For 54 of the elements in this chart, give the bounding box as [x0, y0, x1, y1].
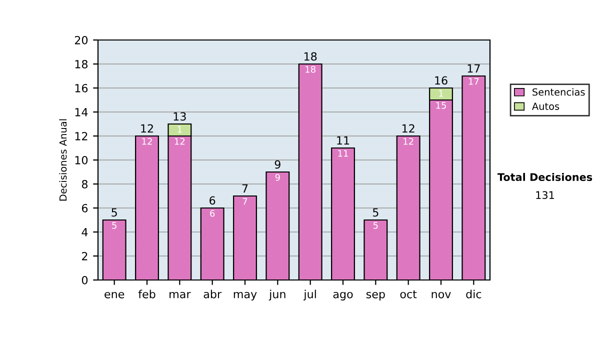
x-tick-label: may — [234, 292, 257, 300]
y-tick-label: 20 — [74, 36, 88, 44]
data-label: 12 — [142, 138, 152, 145]
total-label: 17 — [468, 64, 480, 72]
x-tick-label: ago — [333, 292, 353, 300]
data-label: 15 — [436, 102, 446, 109]
x-tick-label: sep — [366, 292, 385, 300]
x-tick-label: dic — [466, 290, 482, 298]
total-label: 11 — [337, 136, 350, 144]
total-label: 16 — [435, 76, 448, 85]
total-label: 6 — [210, 196, 216, 205]
data-label: 11 — [338, 150, 348, 157]
total-label: 18 — [304, 52, 317, 61]
x-tick-label: mar — [170, 292, 191, 298]
data-label: 1 — [178, 126, 182, 133]
total-label: 5 — [372, 208, 378, 217]
text: 131 — [536, 191, 554, 200]
data-label: 7 — [242, 198, 248, 205]
total-label: 9 — [274, 160, 280, 169]
data-label: 5 — [112, 222, 116, 229]
data-label: 12 — [174, 138, 185, 145]
data-label: 17 — [468, 78, 479, 85]
data-label: 18 — [306, 66, 316, 73]
y-tick-label: 2 — [82, 252, 88, 260]
data-label: 1 — [439, 90, 444, 97]
x-tick-label: abr — [204, 290, 222, 298]
total-label: 13 — [174, 112, 186, 121]
data-label: 9 — [275, 174, 280, 181]
x-tick-label: jun — [268, 290, 286, 300]
y-axis-title: Decisiones Anual — [59, 119, 67, 201]
x-tick-label: oct — [400, 290, 417, 298]
y-tick-label: 16 — [75, 84, 88, 92]
total-label: 7 — [242, 184, 248, 192]
legend-label: Autos — [532, 102, 560, 110]
y-tick-label: 12 — [75, 132, 88, 140]
text: Total Decisiones — [497, 172, 592, 182]
data-label: 6 — [210, 210, 215, 217]
y-tick-label: 0 — [82, 276, 88, 284]
total-label: 5 — [112, 208, 117, 217]
total-label: 12 — [141, 124, 153, 132]
y-tick-label: 8 — [82, 180, 88, 188]
y-tick-label: 6 — [82, 204, 88, 212]
y-tick-label: 18 — [75, 60, 88, 68]
x-tick-label: ene — [104, 292, 124, 298]
data-label: 5 — [373, 222, 378, 229]
data-label: 12 — [404, 138, 414, 145]
y-tick-label: 4 — [82, 228, 88, 236]
y-tick-label: 10 — [75, 156, 88, 164]
legend-label: Sentencias — [532, 88, 585, 96]
x-tick-label: jul — [304, 290, 316, 300]
x-tick-label: feb — [138, 290, 156, 298]
y-tick-label: 14 — [75, 108, 88, 116]
x-tick-label: nov — [432, 292, 451, 298]
total-label: 12 — [402, 124, 414, 132]
